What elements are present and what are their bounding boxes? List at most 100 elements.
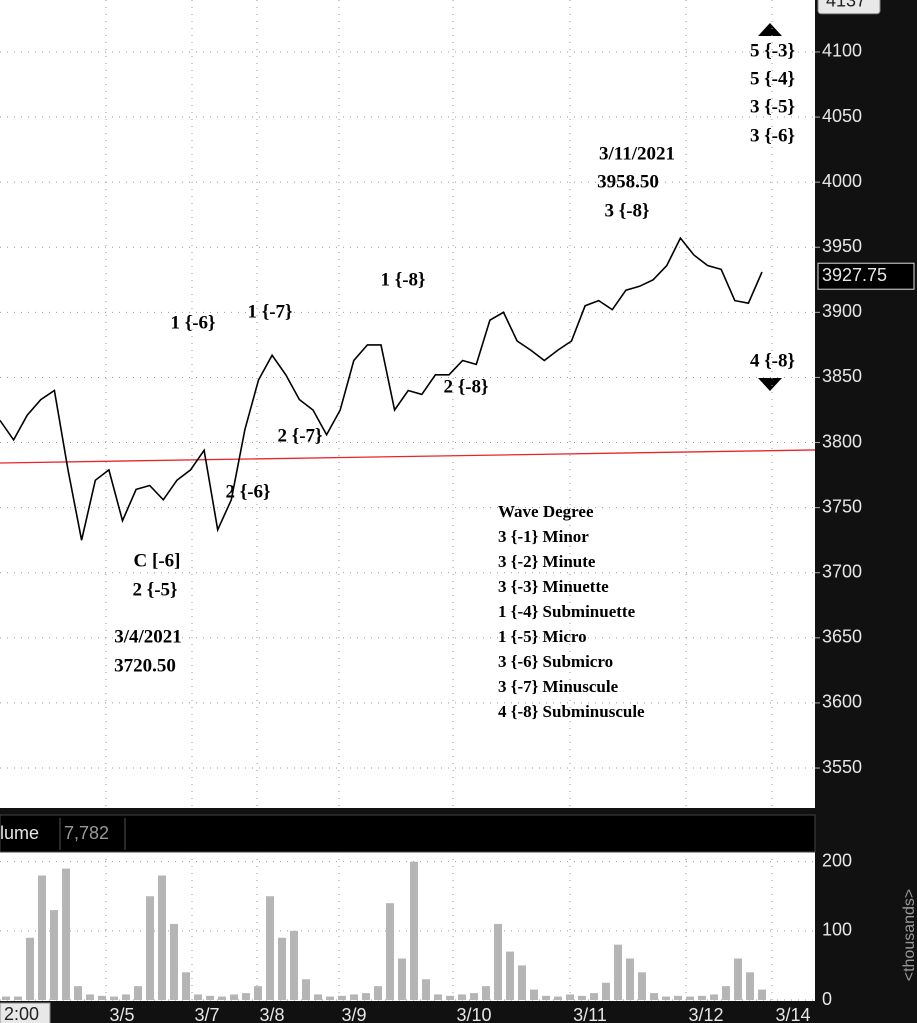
volume-bar: [650, 993, 658, 1000]
volume-bar: [122, 994, 130, 1000]
volume-bar: [398, 958, 406, 1000]
volume-bar: [230, 994, 238, 1000]
volume-bar: [626, 958, 634, 1000]
volume-bar: [530, 989, 538, 1000]
volume-bar: [26, 937, 34, 1000]
volume-bar: [350, 994, 358, 1000]
annotation: 2 {-5}: [132, 579, 177, 600]
volume-bar: [662, 996, 670, 1000]
volume-bar: [74, 986, 82, 1000]
volume-bar: [602, 982, 610, 1000]
x-tick-label: 3/9: [341, 1005, 366, 1023]
annotation: 2 {-7}: [277, 425, 322, 446]
volume-bar: [374, 986, 382, 1000]
volume-bar: [710, 994, 718, 1000]
y-tick-label: 4000: [822, 171, 862, 191]
volume-bar: [50, 910, 58, 1000]
price-line: [0, 236, 763, 541]
y-tick-label: 3950: [822, 236, 862, 256]
cursor-label: 4137: [826, 0, 866, 11]
volume-bar: [206, 995, 214, 1000]
volume-bar: [410, 861, 418, 1000]
legend-item: 3 {-7} Minuscule: [498, 677, 619, 696]
volume-bar: [158, 875, 166, 1000]
volume-bar: [170, 923, 178, 1000]
volume-bar: [578, 995, 586, 1000]
x-tick-label: 3/8: [259, 1005, 284, 1023]
volume-bar: [698, 995, 706, 1000]
volume-bar: [470, 993, 478, 1000]
volume-bar: [218, 996, 226, 1000]
x-tick-label: 3/5: [109, 1005, 134, 1023]
last-price-label: 3927.75: [822, 265, 887, 285]
volume-bar: [614, 944, 622, 1000]
y-tick-label: 3550: [822, 757, 862, 777]
legend-item: 3 {-2} Minute: [498, 552, 596, 571]
volume-bar: [182, 972, 190, 1000]
volume-bar: [242, 993, 250, 1000]
volume-bar: [38, 875, 46, 1000]
volume-bar: [110, 996, 118, 1000]
x-tick-label: 3/11: [573, 1005, 607, 1023]
y-tick-label: 3900: [822, 301, 862, 321]
y-tick-label: 3850: [822, 366, 862, 386]
annotation: 3 {-6}: [750, 125, 795, 146]
y-tick-label: 3650: [822, 627, 862, 647]
arrow-up: [758, 23, 782, 36]
annotation: 5 {-4}: [750, 68, 795, 89]
last-price-box: [817, 262, 915, 290]
annotation: 1 {-8}: [380, 269, 425, 290]
volume-bar: [134, 986, 142, 1000]
volume-bar: [674, 995, 682, 1000]
x-tick-label: 3/12: [688, 1005, 723, 1023]
legend-item: 1 {-4} Subminuette: [498, 602, 636, 621]
volume-bar: [446, 995, 454, 1000]
volume-bar: [62, 868, 70, 1000]
y-tick-label: 3700: [822, 561, 862, 581]
volume-bar: [146, 896, 154, 1000]
volume-header: [0, 814, 816, 853]
x-tick-label: 3/14: [775, 1005, 810, 1023]
volume-bar: [2, 996, 10, 1000]
volume-bar: [98, 995, 106, 1000]
volume-bar: [434, 994, 442, 1000]
volume-bar: [566, 994, 574, 1000]
legend-item: 3 {-6} Submicro: [498, 652, 613, 671]
volume-bar: [254, 986, 262, 1000]
volume-bar: [314, 994, 322, 1000]
y-tick-label: 3600: [822, 692, 862, 712]
y-tick-label: 4100: [822, 41, 862, 61]
volume-bar: [326, 996, 334, 1000]
annotation: 3958.50: [597, 171, 659, 192]
y-tick-label: 3750: [822, 496, 862, 516]
volume-panel: [0, 852, 815, 1001]
legend-title: Wave Degree: [498, 502, 594, 521]
volume-bar: [722, 986, 730, 1000]
volume-bar: [266, 896, 274, 1000]
volume-bar: [590, 993, 598, 1000]
volume-bar: [362, 993, 370, 1000]
volume-bar: [482, 986, 490, 1000]
cursor-box: [817, 0, 881, 15]
volume-bar: [542, 995, 550, 1000]
volume-bar: [734, 958, 742, 1000]
annotation: 3 {-5}: [750, 96, 795, 117]
arrow-down: [758, 378, 782, 391]
annotation: 3/11/2021: [599, 143, 675, 164]
volume-bar: [494, 923, 502, 1000]
legend-item: 3 {-1} Minor: [498, 527, 589, 546]
volume-bar: [338, 995, 346, 1000]
volume-bar: [278, 937, 286, 1000]
volume-bar: [758, 989, 766, 1000]
volume-bar: [746, 972, 754, 1000]
volume-bar: [14, 996, 22, 1000]
trendline: [0, 449, 816, 464]
y-axis-label: <thousands>: [901, 889, 917, 982]
time-box: [0, 1002, 51, 1023]
annotation: 3720.50: [114, 655, 176, 676]
annotation: 1 {-7}: [247, 301, 292, 322]
y-tick-label: 0: [822, 989, 832, 1009]
volume-bar: [86, 994, 94, 1000]
legend-item: 4 {-8} Subminuscule: [498, 702, 645, 721]
